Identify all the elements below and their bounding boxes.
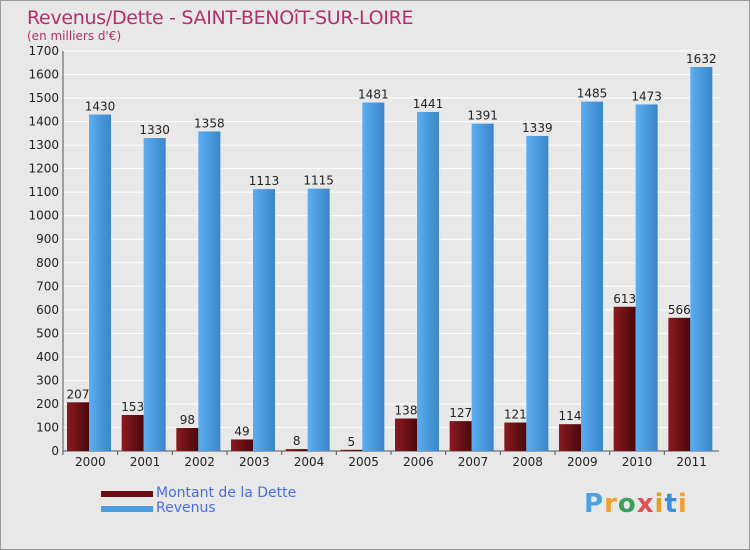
bar-revenus — [362, 102, 385, 451]
bar-dette — [67, 402, 89, 451]
x-tick-label: 2007 — [458, 455, 489, 469]
bar-dette — [176, 427, 199, 451]
bar-dette — [395, 418, 417, 451]
y-tick-label: 1300 — [28, 138, 59, 152]
x-tick-label: 2010 — [622, 455, 653, 469]
y-tick-label: 1100 — [28, 185, 59, 199]
logo-letter: r — [604, 489, 618, 519]
value-label-revenus: 1115 — [303, 174, 334, 188]
y-tick-label: 500 — [36, 326, 59, 340]
bar-dette — [340, 449, 363, 451]
bar-revenus — [89, 114, 111, 451]
bar-revenus — [690, 67, 713, 451]
y-tick-label: 1700 — [28, 44, 59, 58]
x-tick-label: 2009 — [567, 455, 598, 469]
legend-swatch-dette — [101, 491, 153, 497]
bar-revenus — [143, 138, 166, 451]
logo-letter: t — [664, 489, 678, 519]
bar-dette — [668, 317, 691, 451]
bar-dette — [285, 449, 308, 451]
y-tick-label: 1400 — [28, 115, 59, 129]
bar-dette — [231, 439, 253, 451]
y-tick-label: 1200 — [28, 162, 59, 176]
value-label-revenus: 1473 — [631, 89, 662, 103]
bar-dette — [559, 424, 581, 451]
x-tick-label: 2011 — [676, 455, 707, 469]
x-tick-label: 2004 — [294, 455, 325, 469]
bar-dette — [504, 422, 527, 451]
bar-dette — [613, 306, 636, 451]
value-label-revenus: 1481 — [358, 88, 389, 102]
value-label-dette: 566 — [668, 303, 691, 317]
logo-letter: x — [636, 489, 655, 519]
value-label-revenus: 1339 — [522, 121, 553, 135]
y-tick-label: 1000 — [28, 209, 59, 223]
value-label-dette: 153 — [121, 400, 144, 414]
x-tick-label: 2002 — [184, 455, 215, 469]
logo-letter: i — [654, 489, 665, 519]
bar-revenus — [581, 101, 603, 452]
y-tick-label: 100 — [36, 420, 59, 434]
y-tick-label: 800 — [36, 256, 59, 270]
chart-title: Revenus/Dette - SAINT-BENOîT-SUR-LOIRE — [27, 7, 414, 29]
value-label-revenus: 1358 — [194, 116, 225, 130]
value-label-revenus: 1485 — [577, 87, 608, 101]
value-label-revenus: 1391 — [467, 109, 498, 123]
logo-letter: o — [617, 489, 637, 519]
value-label-dette: 138 — [395, 404, 418, 418]
y-tick-label: 900 — [36, 232, 59, 246]
value-label-dette: 5 — [348, 435, 356, 449]
bar-dette — [121, 415, 144, 451]
x-tick-label: 2005 — [348, 455, 379, 469]
bar-revenus — [526, 135, 549, 452]
value-label-dette: 613 — [613, 292, 636, 306]
legend-label-dette: Montant de la Dette — [156, 485, 297, 501]
value-label-revenus: 1430 — [85, 100, 116, 114]
legend-label-revenus: Revenus — [156, 500, 216, 516]
proxiti-logo: Proxiti — [584, 489, 688, 519]
value-label-revenus: 1330 — [139, 123, 170, 137]
y-tick-label: 200 — [36, 397, 59, 411]
bar-revenus — [198, 131, 221, 451]
y-tick-label: 400 — [36, 350, 59, 364]
x-tick-label: 2000 — [75, 455, 106, 469]
value-label-dette: 98 — [180, 413, 195, 427]
value-label-dette: 121 — [504, 408, 527, 422]
bar-revenus — [471, 123, 494, 452]
value-label-revenus: 1632 — [686, 52, 717, 66]
bar-revenus — [307, 188, 330, 451]
x-tick-label: 2006 — [403, 455, 434, 469]
x-tick-label: 2003 — [239, 455, 270, 469]
value-label-dette: 114 — [559, 409, 582, 423]
y-tick-label: 700 — [36, 279, 59, 293]
value-label-dette: 127 — [449, 406, 472, 420]
y-tick-label: 1600 — [28, 68, 59, 82]
bar-revenus — [635, 104, 658, 451]
x-tick-label: 2008 — [512, 455, 543, 469]
value-label-dette: 207 — [67, 387, 90, 401]
value-label-dette: 49 — [234, 424, 249, 438]
value-label-revenus: 1113 — [249, 174, 280, 188]
value-label-dette: 8 — [293, 434, 301, 448]
y-tick-label: 1500 — [28, 91, 59, 105]
y-tick-label: 300 — [36, 373, 59, 387]
chart-subtitle: (en milliers d'€) — [27, 29, 122, 43]
y-tick-label: 600 — [36, 303, 59, 317]
value-label-revenus: 1441 — [413, 97, 444, 111]
legend-swatch-revenus — [101, 506, 153, 512]
bar-revenus — [253, 189, 275, 451]
x-tick-label: 2001 — [130, 455, 161, 469]
logo-letter: i — [677, 489, 688, 519]
bar-revenus — [417, 111, 439, 452]
y-tick-label: 0 — [51, 444, 59, 458]
logo-letter: P — [584, 489, 605, 519]
bar-dette — [449, 421, 472, 451]
